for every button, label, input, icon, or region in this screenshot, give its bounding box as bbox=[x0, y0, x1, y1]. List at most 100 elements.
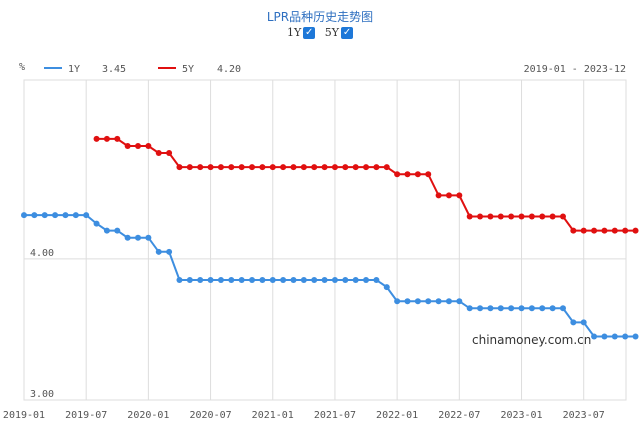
data-point-5Y[interactable] bbox=[528, 213, 535, 220]
data-point-5Y[interactable] bbox=[238, 164, 245, 171]
data-point-5Y[interactable] bbox=[228, 164, 235, 171]
data-point-1Y[interactable] bbox=[342, 277, 349, 284]
data-point-1Y[interactable] bbox=[487, 305, 494, 312]
data-point-1Y[interactable] bbox=[425, 298, 432, 305]
data-point-5Y[interactable] bbox=[632, 227, 639, 234]
data-point-1Y[interactable] bbox=[477, 305, 484, 312]
data-point-5Y[interactable] bbox=[342, 164, 349, 171]
data-point-1Y[interactable] bbox=[114, 227, 121, 234]
data-point-1Y[interactable] bbox=[445, 298, 452, 305]
checkbox-checked-icon[interactable]: ✓ bbox=[303, 26, 316, 39]
data-point-5Y[interactable] bbox=[114, 135, 121, 142]
data-point-5Y[interactable] bbox=[591, 227, 598, 234]
data-point-1Y[interactable] bbox=[331, 277, 338, 284]
data-point-5Y[interactable] bbox=[249, 164, 256, 171]
data-point-5Y[interactable] bbox=[394, 171, 401, 178]
data-point-1Y[interactable] bbox=[31, 212, 38, 219]
data-point-1Y[interactable] bbox=[62, 212, 69, 219]
data-point-5Y[interactable] bbox=[269, 164, 276, 171]
data-point-5Y[interactable] bbox=[321, 164, 328, 171]
data-point-1Y[interactable] bbox=[622, 333, 629, 340]
data-point-1Y[interactable] bbox=[549, 305, 556, 312]
data-point-5Y[interactable] bbox=[601, 227, 608, 234]
data-point-5Y[interactable] bbox=[539, 213, 546, 220]
data-point-1Y[interactable] bbox=[228, 277, 235, 284]
data-point-5Y[interactable] bbox=[207, 164, 214, 171]
data-point-1Y[interactable] bbox=[601, 333, 608, 340]
data-point-1Y[interactable] bbox=[155, 248, 162, 255]
data-point-5Y[interactable] bbox=[186, 164, 193, 171]
data-point-5Y[interactable] bbox=[487, 213, 494, 220]
data-point-1Y[interactable] bbox=[497, 305, 504, 312]
data-point-1Y[interactable] bbox=[197, 277, 204, 284]
data-point-1Y[interactable] bbox=[249, 277, 256, 284]
data-point-1Y[interactable] bbox=[21, 212, 27, 219]
data-point-1Y[interactable] bbox=[591, 333, 598, 340]
data-point-1Y[interactable] bbox=[435, 298, 442, 305]
data-point-1Y[interactable] bbox=[466, 305, 473, 312]
data-point-1Y[interactable] bbox=[217, 277, 224, 284]
data-point-1Y[interactable] bbox=[269, 277, 276, 284]
data-point-1Y[interactable] bbox=[166, 248, 173, 255]
data-point-5Y[interactable] bbox=[331, 164, 338, 171]
data-point-1Y[interactable] bbox=[518, 305, 525, 312]
data-point-1Y[interactable] bbox=[383, 284, 390, 291]
data-point-5Y[interactable] bbox=[290, 164, 297, 171]
data-point-5Y[interactable] bbox=[124, 142, 131, 149]
data-point-5Y[interactable] bbox=[508, 213, 515, 220]
data-point-1Y[interactable] bbox=[559, 305, 566, 312]
data-point-5Y[interactable] bbox=[352, 164, 359, 171]
data-point-5Y[interactable] bbox=[456, 192, 463, 199]
data-point-5Y[interactable] bbox=[145, 142, 152, 149]
data-point-1Y[interactable] bbox=[176, 277, 183, 284]
checkbox-checked-icon[interactable]: ✓ bbox=[341, 26, 354, 39]
data-point-1Y[interactable] bbox=[373, 277, 380, 284]
data-point-5Y[interactable] bbox=[155, 150, 162, 157]
data-point-1Y[interactable] bbox=[93, 220, 100, 227]
data-point-1Y[interactable] bbox=[363, 277, 370, 284]
data-point-5Y[interactable] bbox=[570, 227, 577, 234]
toggle-1y[interactable]: 1Y ✓ bbox=[287, 26, 316, 39]
toggle-5y[interactable]: 5Y ✓ bbox=[325, 26, 354, 39]
data-point-1Y[interactable] bbox=[103, 227, 110, 234]
data-point-1Y[interactable] bbox=[72, 212, 79, 219]
data-point-1Y[interactable] bbox=[539, 305, 546, 312]
data-point-1Y[interactable] bbox=[580, 319, 587, 326]
data-point-1Y[interactable] bbox=[570, 319, 577, 326]
data-point-5Y[interactable] bbox=[559, 213, 566, 220]
data-point-1Y[interactable] bbox=[145, 234, 152, 241]
data-point-5Y[interactable] bbox=[311, 164, 318, 171]
data-point-1Y[interactable] bbox=[632, 333, 639, 340]
data-point-5Y[interactable] bbox=[217, 164, 224, 171]
data-point-5Y[interactable] bbox=[383, 164, 390, 171]
data-point-1Y[interactable] bbox=[311, 277, 318, 284]
data-point-1Y[interactable] bbox=[135, 234, 142, 241]
data-point-5Y[interactable] bbox=[363, 164, 370, 171]
data-point-5Y[interactable] bbox=[404, 171, 411, 178]
data-point-5Y[interactable] bbox=[166, 150, 173, 157]
data-point-1Y[interactable] bbox=[611, 333, 618, 340]
data-point-5Y[interactable] bbox=[414, 171, 421, 178]
data-point-5Y[interactable] bbox=[425, 171, 432, 178]
data-point-1Y[interactable] bbox=[83, 212, 90, 219]
data-point-1Y[interactable] bbox=[124, 234, 131, 241]
data-point-5Y[interactable] bbox=[176, 164, 183, 171]
data-point-1Y[interactable] bbox=[352, 277, 359, 284]
data-point-5Y[interactable] bbox=[280, 164, 287, 171]
data-point-5Y[interactable] bbox=[518, 213, 525, 220]
data-point-1Y[interactable] bbox=[300, 277, 307, 284]
data-point-5Y[interactable] bbox=[445, 192, 452, 199]
data-point-1Y[interactable] bbox=[414, 298, 421, 305]
data-point-5Y[interactable] bbox=[93, 135, 100, 142]
data-point-1Y[interactable] bbox=[290, 277, 297, 284]
data-point-5Y[interactable] bbox=[497, 213, 504, 220]
data-point-1Y[interactable] bbox=[186, 277, 193, 284]
data-point-5Y[interactable] bbox=[477, 213, 484, 220]
data-point-5Y[interactable] bbox=[103, 135, 110, 142]
data-point-5Y[interactable] bbox=[466, 213, 473, 220]
data-point-1Y[interactable] bbox=[238, 277, 245, 284]
data-point-1Y[interactable] bbox=[52, 212, 59, 219]
data-point-5Y[interactable] bbox=[373, 164, 380, 171]
data-point-5Y[interactable] bbox=[435, 192, 442, 199]
data-point-1Y[interactable] bbox=[404, 298, 411, 305]
